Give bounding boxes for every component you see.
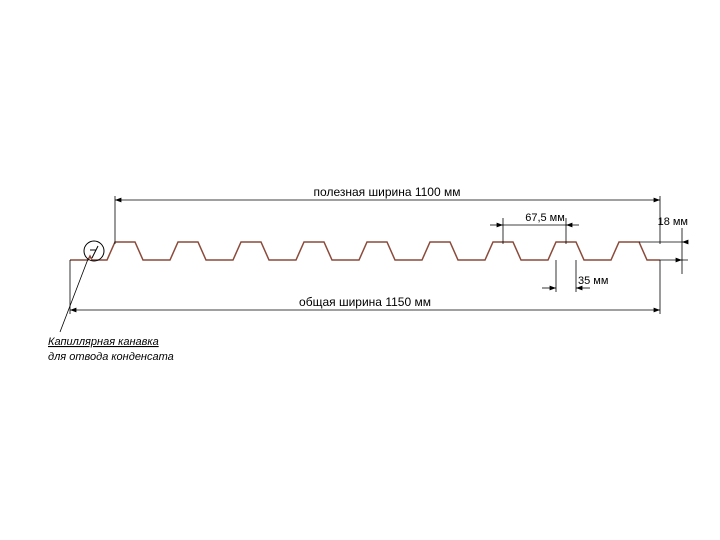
callout-marker-circle [84,241,104,261]
dim-useful-width: полезная ширина 1100 мм [115,185,660,244]
dim-rib-pitch: 67,5 мм [490,212,579,244]
dim-height: 18 мм [639,216,688,274]
corrugated-profile [70,242,660,260]
label-rib-top: 35 мм [578,275,608,287]
label-height: 18 мм [658,216,688,228]
dim-total-width: общая ширина 1150 мм [70,260,660,314]
dim-rib-top: 35 мм [542,260,608,292]
label-total-width: общая ширина 1150 мм [299,295,431,309]
profile-diagram: полезная ширина 1100 мм общая ширина 115… [0,0,720,540]
label-useful-width: полезная ширина 1100 мм [314,185,461,199]
label-rib-pitch: 67,5 мм [525,212,565,224]
callout-subtitle: для отвода конденсата [48,351,174,363]
callout-title: Капиллярная канавка [48,336,159,348]
